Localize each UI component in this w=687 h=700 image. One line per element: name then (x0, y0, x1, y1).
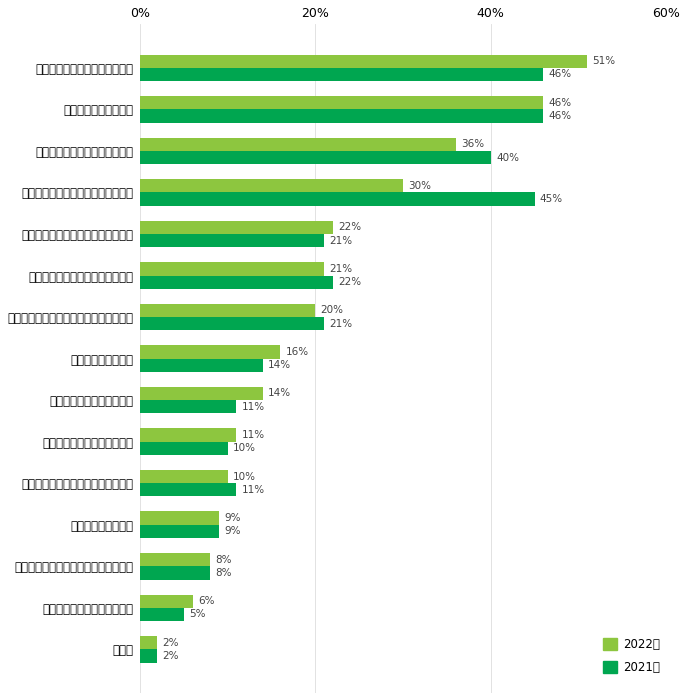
Text: 40%: 40% (496, 153, 519, 162)
Text: 46%: 46% (549, 111, 572, 121)
Text: 46%: 46% (549, 69, 572, 80)
Bar (140, 96, 543, 109)
Text: 2%: 2% (163, 651, 179, 661)
Text: 16%: 16% (286, 347, 308, 357)
Text: 36%: 36% (461, 139, 484, 149)
Bar (140, 470, 227, 483)
Text: 8%: 8% (215, 568, 232, 578)
Bar (140, 358, 262, 372)
Bar (140, 345, 280, 358)
Text: 51%: 51% (592, 56, 616, 66)
Text: 45%: 45% (540, 194, 563, 204)
Text: 21%: 21% (329, 264, 352, 274)
Text: 11%: 11% (242, 402, 264, 412)
Text: 30%: 30% (408, 181, 431, 191)
Bar (140, 276, 333, 289)
Bar (140, 650, 157, 663)
Bar (140, 234, 324, 247)
Bar (140, 512, 219, 525)
Bar (140, 400, 236, 414)
Bar (140, 68, 543, 81)
Bar (140, 109, 543, 122)
Bar (140, 428, 236, 442)
Text: 11%: 11% (242, 430, 264, 440)
Text: 11%: 11% (242, 485, 264, 495)
Text: 46%: 46% (549, 98, 572, 108)
Bar (140, 151, 491, 164)
Bar (140, 483, 236, 496)
Bar (140, 636, 157, 650)
Bar (140, 55, 587, 68)
Legend: 2022年, 2021年: 2022年, 2021年 (603, 638, 660, 674)
Bar (140, 387, 262, 400)
Text: 10%: 10% (233, 443, 256, 454)
Text: 9%: 9% (224, 513, 240, 523)
Text: 14%: 14% (268, 389, 291, 398)
Bar (140, 566, 210, 580)
Text: 14%: 14% (268, 360, 291, 370)
Text: 21%: 21% (329, 236, 352, 246)
Bar (140, 553, 210, 566)
Text: 21%: 21% (329, 318, 352, 329)
Bar (140, 525, 219, 538)
Bar (140, 179, 403, 193)
Text: 2%: 2% (163, 638, 179, 648)
Text: 9%: 9% (224, 526, 240, 536)
Bar (140, 193, 534, 206)
Text: 20%: 20% (321, 305, 344, 316)
Text: 10%: 10% (233, 472, 256, 482)
Text: 8%: 8% (215, 554, 232, 565)
Bar (140, 317, 324, 330)
Bar (140, 262, 324, 276)
Text: 22%: 22% (338, 223, 361, 232)
Bar (140, 442, 227, 455)
Bar (140, 594, 192, 608)
Text: 5%: 5% (189, 610, 205, 620)
Bar (140, 138, 455, 151)
Text: 6%: 6% (198, 596, 214, 606)
Bar (140, 608, 183, 621)
Text: 22%: 22% (338, 277, 361, 287)
Bar (140, 304, 315, 317)
Bar (140, 220, 333, 234)
